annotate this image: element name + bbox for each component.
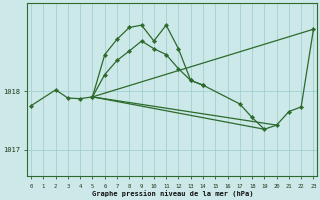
X-axis label: Graphe pression niveau de la mer (hPa): Graphe pression niveau de la mer (hPa) <box>92 190 253 197</box>
